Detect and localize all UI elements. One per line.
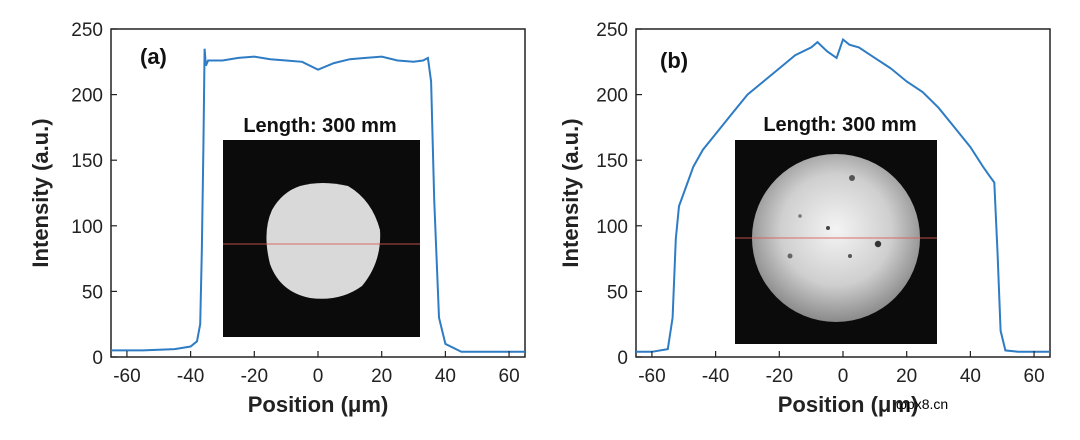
defect-spot [798,214,802,218]
y-tick-label-a: 50 [82,282,103,303]
y-tick-label-a: 100 [71,217,103,238]
panel-label-a: (a) [140,44,167,69]
x-tick-label-b: -60 [638,366,665,387]
x-tick-label-a: -40 [177,366,204,387]
panel-a: Length: 300 mm (a) -60 -40 -20 0 20 40 60 0 50 1… [28,20,526,417]
x-tick-label-a: -20 [241,366,268,387]
x-tick-label-b: 60 [1024,366,1045,387]
x-tick-label-a: 60 [499,366,520,387]
x-tick-label-b: 0 [838,366,849,387]
x-tick-label-b: 20 [896,366,917,387]
defect-spot [874,240,882,248]
inset-image-a: Length: 300 mm [223,115,420,337]
defect-spot [826,226,830,230]
x-tick-label-a: -60 [113,366,140,387]
y-axis-label-b: Intensity (a.u.) [558,118,583,267]
y-tick-label-a: 0 [92,348,103,369]
x-tick-label-a: 20 [371,366,392,387]
intensity-line-a [111,48,525,353]
watermark: ωpx8.cn [896,396,949,412]
panel-label-b: (b) [660,48,688,73]
x-tick-label-b: 40 [960,366,981,387]
x-tick-label-b: -40 [702,366,729,387]
y-tick-label-a: 150 [71,151,103,172]
y-tick-label-a: 250 [71,20,103,41]
defect-spot [787,253,793,259]
inset-caption-b: Length: 300 mm [763,114,916,136]
y-tick-label-b: 150 [596,151,628,172]
x-axis-label-b: Position (μm) [778,392,919,417]
y-tick-label-b: 200 [596,86,628,107]
y-tick-label-b: 100 [596,217,628,238]
defect-spot [848,254,852,258]
y-axis-label-a: Intensity (a.u.) [28,118,53,267]
y-tick-label-a: 200 [71,86,103,107]
x-tick-label-a: 40 [435,366,456,387]
y-tick-label-b: 0 [617,348,628,369]
panel-b: Length: 300 mm (b) -60 -40 -20 0 20 40 60 0 50 1… [558,20,1051,417]
fiber-core-a [266,183,381,299]
x-tick-label-b: -20 [766,366,793,387]
inset-image-b: Length: 300 mm [735,114,937,344]
y-tick-label-b: 250 [596,20,628,41]
x-tick-label-a: 0 [313,366,324,387]
defect-spot [849,175,855,181]
intensity-line-b [636,37,1050,353]
inset-caption-a: Length: 300 mm [243,115,396,137]
x-axis-label-a: Position (μm) [248,392,389,417]
y-tick-label-b: 50 [607,282,628,303]
